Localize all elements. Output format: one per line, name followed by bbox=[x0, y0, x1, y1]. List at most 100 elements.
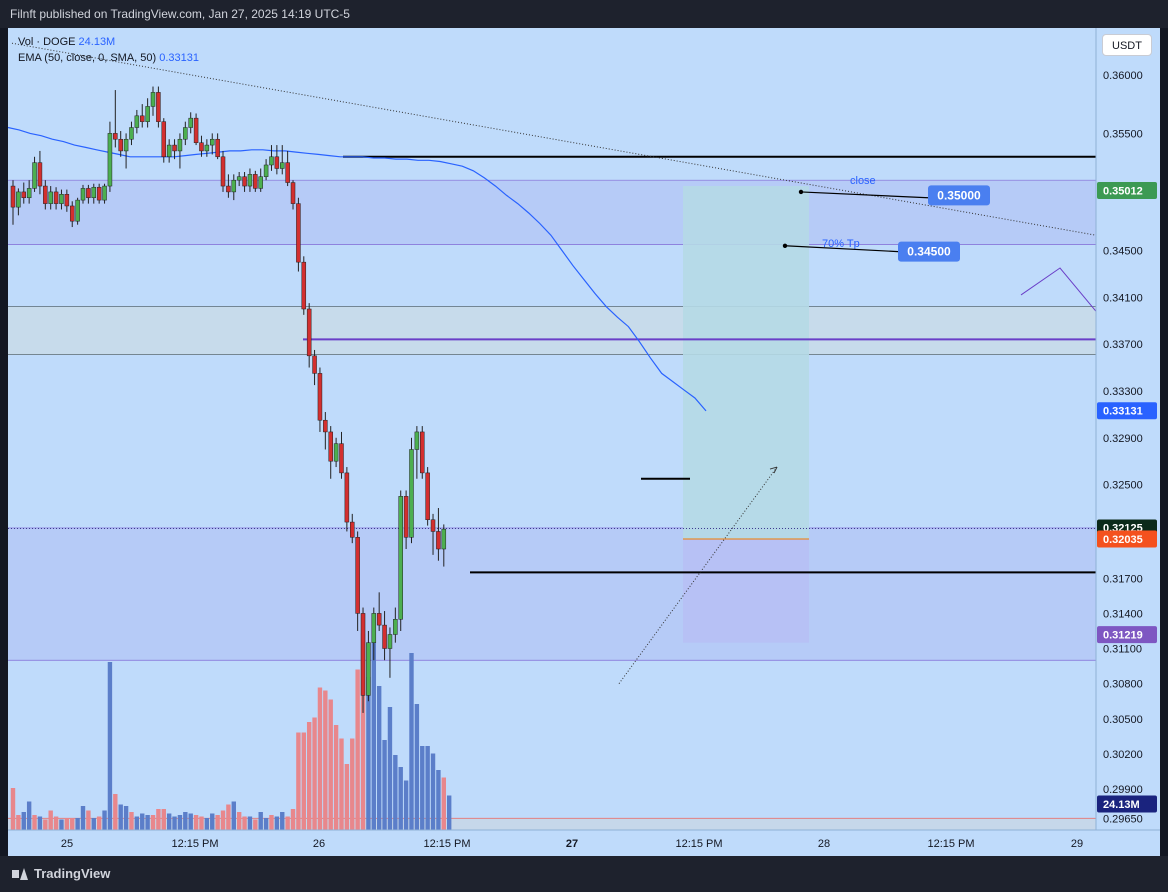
candle-body bbox=[64, 194, 70, 207]
candle-body bbox=[102, 185, 107, 201]
volume-bar bbox=[382, 740, 387, 830]
candle-body bbox=[344, 472, 350, 523]
candle-body bbox=[172, 144, 177, 152]
candle-body bbox=[16, 191, 21, 208]
candle-body bbox=[258, 176, 263, 189]
volume-bar bbox=[306, 722, 312, 830]
volume-bar bbox=[210, 813, 215, 830]
candle-body bbox=[328, 431, 333, 462]
volume-bar bbox=[333, 725, 339, 830]
candle-body bbox=[371, 613, 377, 643]
candle-body bbox=[134, 115, 140, 128]
time-tick-label: 27 bbox=[566, 838, 578, 850]
publisher-bar: Filnft published on TradingView.com, Jan… bbox=[0, 0, 1168, 28]
candle-body bbox=[59, 194, 64, 204]
price-tick-label: 0.30200 bbox=[1103, 749, 1143, 761]
candle-body bbox=[48, 191, 53, 204]
candle-body bbox=[420, 431, 425, 474]
candle-body bbox=[290, 182, 296, 204]
volume-bar bbox=[376, 686, 382, 830]
volume-bar bbox=[193, 815, 199, 830]
chart-frame[interactable] bbox=[8, 28, 1160, 854]
volume-bar bbox=[344, 764, 350, 830]
candle-body bbox=[166, 144, 172, 158]
footer-bar bbox=[0, 856, 1168, 892]
candle-body bbox=[285, 162, 290, 183]
candle-body bbox=[350, 521, 355, 538]
candle-body bbox=[32, 162, 37, 189]
upper-zone bbox=[8, 180, 1096, 245]
volume-bar bbox=[274, 816, 280, 830]
resistance-zone bbox=[8, 306, 1096, 355]
candle-body bbox=[226, 185, 231, 193]
price-label-box bbox=[1097, 626, 1157, 644]
close-pointer-line bbox=[800, 191, 929, 199]
candle-body bbox=[96, 186, 102, 201]
volume-bar bbox=[301, 732, 306, 830]
volume-bar bbox=[118, 804, 123, 830]
volume-bar bbox=[113, 794, 118, 830]
candle-body bbox=[403, 496, 409, 538]
price-tick-label: 0.31100 bbox=[1103, 644, 1142, 656]
target-label-box bbox=[898, 241, 960, 262]
candle-body bbox=[236, 176, 242, 181]
volume-bar bbox=[70, 818, 75, 830]
volume-bar bbox=[96, 816, 102, 830]
volume-bar bbox=[16, 815, 21, 830]
price-tick-label: 0.30800 bbox=[1103, 679, 1143, 691]
volume-bar bbox=[43, 819, 48, 830]
volume-bar bbox=[64, 818, 70, 830]
target-label-box bbox=[928, 185, 990, 206]
volume-bar bbox=[420, 746, 425, 830]
price-label-box bbox=[1097, 402, 1157, 420]
candle-body bbox=[129, 127, 134, 140]
volume-bar bbox=[403, 780, 409, 830]
descending-trendline bbox=[11, 42, 1097, 236]
volume-bar bbox=[129, 812, 134, 830]
candle-body bbox=[430, 519, 436, 532]
tradingview-logo: TradingView bbox=[12, 866, 110, 881]
time-tick-label: 12:15 PM bbox=[927, 838, 974, 850]
candle-body bbox=[306, 308, 312, 357]
candle-body bbox=[253, 174, 258, 189]
candle-body bbox=[296, 203, 301, 263]
volume-bar bbox=[355, 669, 360, 830]
volume-bar bbox=[150, 815, 156, 830]
price-tick-label: 0.34100 bbox=[1103, 292, 1143, 304]
time-tick-label: 25 bbox=[61, 838, 73, 850]
candle-body bbox=[69, 205, 75, 222]
price-tick-label: 0.36000 bbox=[1103, 70, 1143, 82]
lower-zone bbox=[8, 527, 1096, 661]
price-tick-label: 0.35500 bbox=[1103, 128, 1143, 140]
volume-bar bbox=[199, 816, 204, 830]
volume-bar bbox=[393, 755, 398, 830]
price-tick-label: 0.29650 bbox=[1103, 813, 1143, 825]
currency-button[interactable]: USDT bbox=[1102, 34, 1152, 56]
candle-body bbox=[150, 92, 156, 107]
price-label-text: 0.33131 bbox=[1103, 406, 1143, 418]
candle-body bbox=[355, 537, 360, 614]
candle-body bbox=[145, 106, 150, 122]
volume-bar bbox=[387, 707, 393, 830]
time-axis-bg bbox=[8, 830, 1160, 856]
candle-body bbox=[220, 156, 226, 187]
close-annotation: close bbox=[850, 175, 876, 187]
volume-bar bbox=[21, 812, 26, 830]
volume-bar bbox=[102, 810, 107, 830]
volume-bar bbox=[107, 662, 113, 830]
volume-bar bbox=[269, 815, 274, 830]
time-tick-label: 12:15 PM bbox=[171, 838, 218, 850]
candle-body bbox=[209, 138, 215, 146]
price-chart[interactable]: close 70% Tp 0.35000 0.34500 0.36000 0.35500 0… bbox=[0, 0, 1168, 856]
candle-body bbox=[436, 531, 441, 550]
candle-body bbox=[123, 138, 129, 152]
volume-bar bbox=[53, 816, 59, 830]
target-label-text: 0.35000 bbox=[937, 188, 981, 202]
candle-body bbox=[393, 619, 398, 635]
volume-legend: Vol · DOGE 24.13M bbox=[18, 34, 199, 50]
volume-bar bbox=[172, 816, 177, 830]
candle-body bbox=[113, 133, 118, 140]
candle-body bbox=[269, 156, 274, 166]
candle-body bbox=[177, 138, 183, 152]
volume-bar bbox=[134, 816, 140, 830]
